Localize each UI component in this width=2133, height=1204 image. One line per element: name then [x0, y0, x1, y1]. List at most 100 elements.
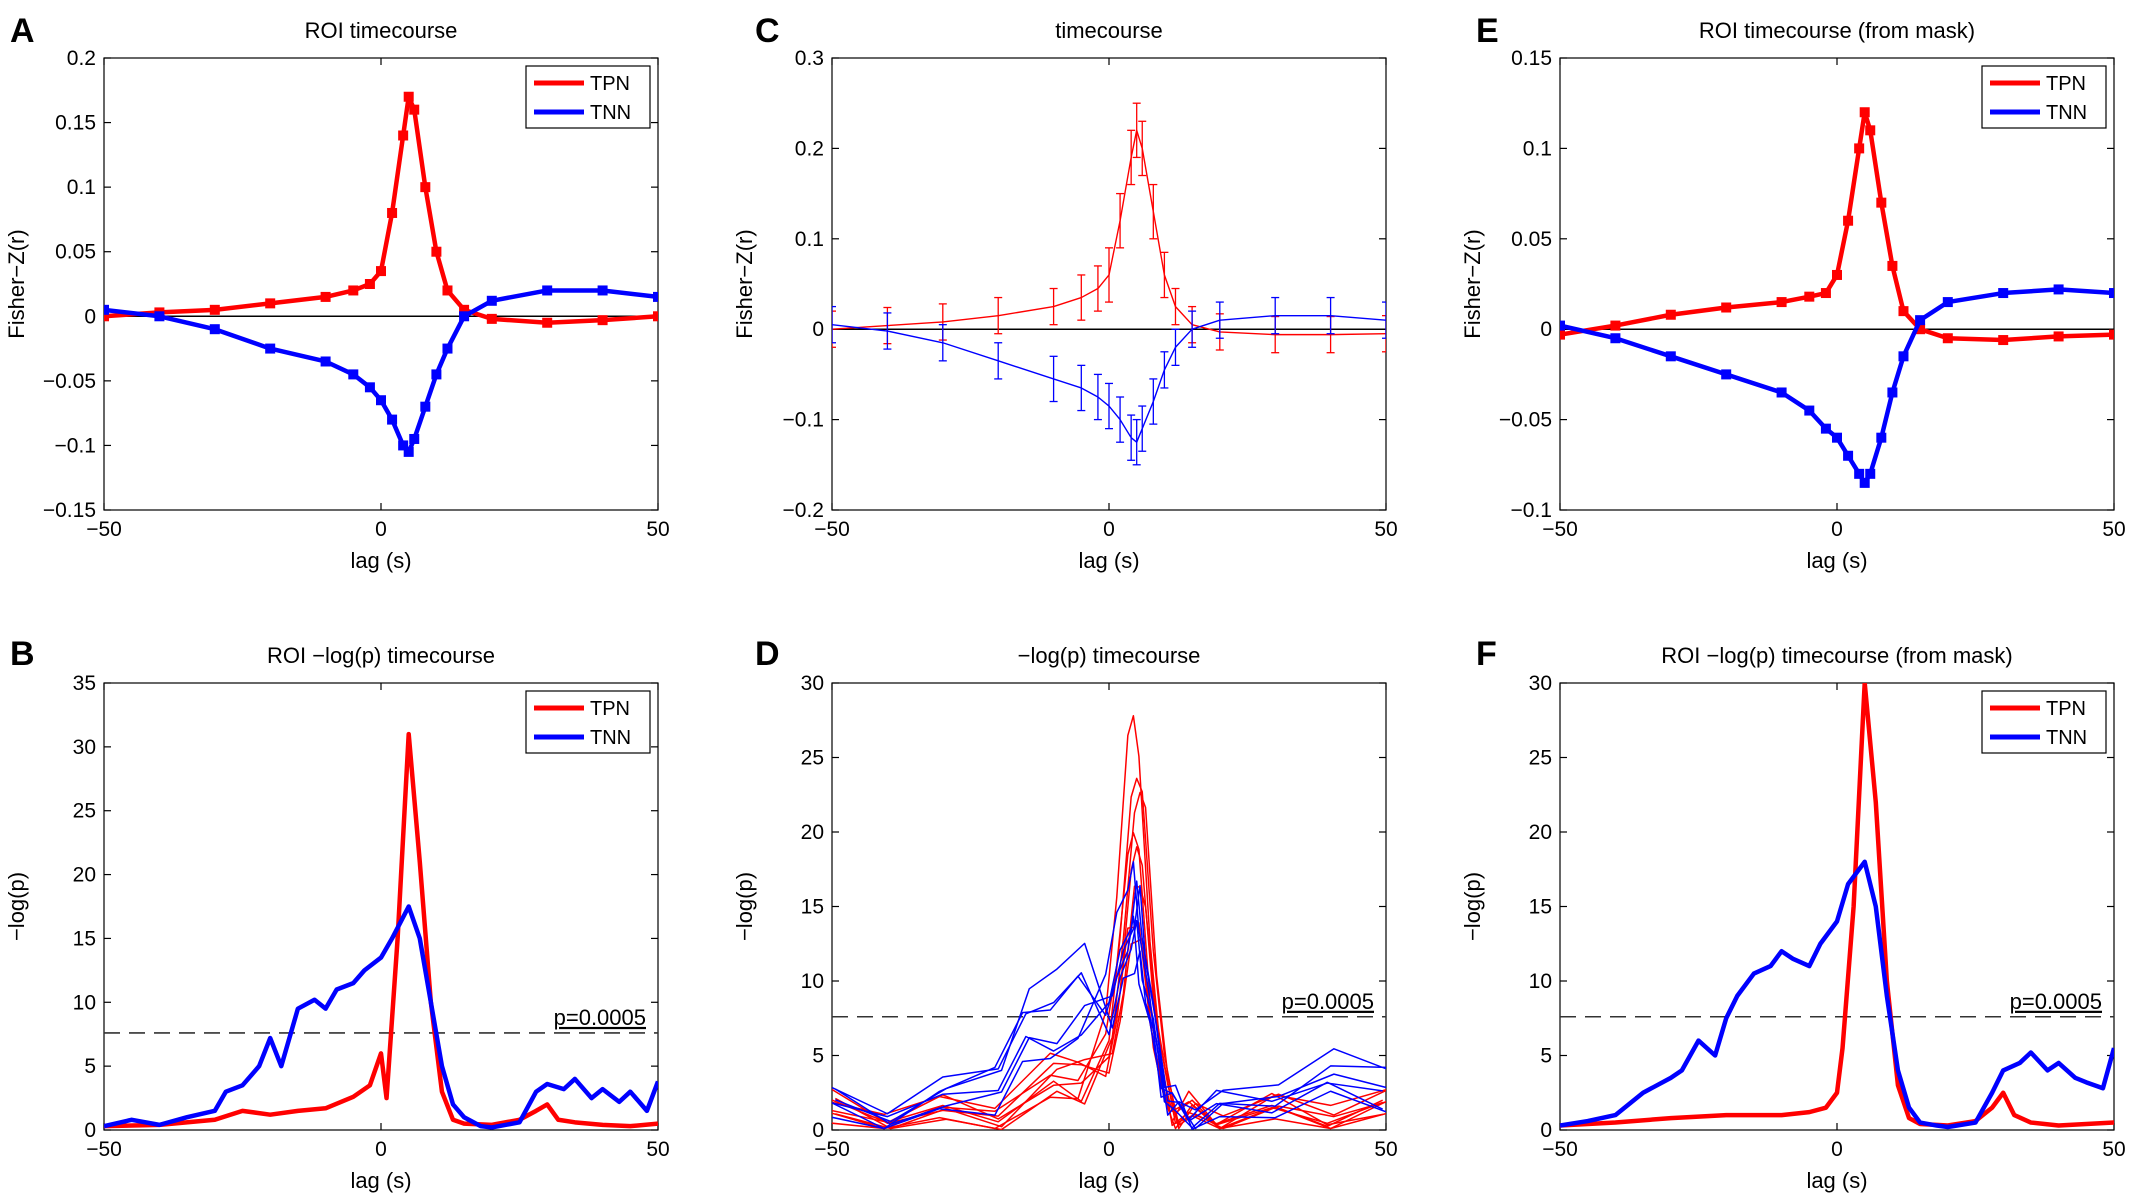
- x-tick-label: −50: [814, 1138, 850, 1161]
- data-point-tpn: [398, 130, 409, 141]
- panel-b: B ROI −log(p) timecourse−50 0 5005101520253…: [4, 635, 670, 1193]
- x-tick-label: −50: [86, 518, 122, 541]
- panel-e: E ROI timecourse (from mask) −50 0 50 −0.1 −0.…: [1460, 12, 2126, 573]
- data-point-tnn: [542, 285, 553, 296]
- y-tick-label: −0.05: [1499, 409, 1552, 432]
- y-tick-label: −0.1: [783, 409, 824, 432]
- y-tick-label: 0.2: [795, 137, 824, 160]
- threshold-label: p=0.0005: [2010, 989, 2102, 1014]
- data-point-tpn: [431, 246, 442, 257]
- x-tick-label: −50: [86, 1138, 122, 1161]
- data-point-tnn: [398, 440, 409, 451]
- panel-title: −log(p) timecourse: [1018, 643, 1201, 668]
- data-point-tnn: [265, 343, 276, 354]
- x-tick-label: 50: [646, 1138, 669, 1161]
- data-point-tnn: [486, 295, 497, 306]
- y-tick-label: 0.15: [1511, 47, 1552, 70]
- data-point-tnn: [387, 414, 398, 425]
- legend-label-tnn: TNN: [590, 727, 631, 749]
- y-tick-label: 5: [812, 1045, 824, 1068]
- data-point-tpn: [1610, 320, 1621, 331]
- data-point-tpn: [1876, 197, 1887, 208]
- x-axis-label: lag (s): [350, 1168, 411, 1193]
- series-line-tpn: [832, 922, 1383, 1126]
- x-tick-label: 0: [375, 1138, 387, 1161]
- data-point-tpn: [459, 304, 470, 315]
- data-point-tnn: [653, 291, 658, 302]
- data-point-tnn: [209, 324, 220, 335]
- data-point-tnn: [1820, 423, 1831, 434]
- x-tick-label: −50: [1542, 1138, 1578, 1161]
- plot-area: [832, 102, 1386, 466]
- threshold-label: p=0.0005: [1282, 989, 1374, 1014]
- data-point-tpn: [1832, 269, 1842, 280]
- data-point-tpn: [597, 315, 608, 326]
- data-point-tpn: [409, 104, 420, 115]
- y-tick-label: 0: [812, 318, 824, 341]
- data-point-tpn: [1998, 335, 2009, 346]
- data-point-tpn: [653, 311, 658, 322]
- data-point-tpn: [1776, 297, 1787, 308]
- data-point-tnn: [364, 382, 375, 393]
- data-point-tnn: [403, 446, 414, 457]
- y-tick-label: 0.2: [67, 47, 96, 70]
- data-point-tnn: [420, 401, 431, 412]
- y-axis-label: −log(p): [4, 872, 29, 941]
- legend-label-tnn: TNN: [2046, 102, 2087, 124]
- y-tick-label: 0: [84, 305, 96, 328]
- data-point-tnn: [431, 369, 442, 380]
- panel-a: A ROI timecourse −50 0 50 −0.15 −0.1 −0.05 0 0.05…: [4, 12, 670, 573]
- legend-label-tnn: TNN: [590, 102, 631, 124]
- y-axis-label: −log(p): [732, 872, 757, 941]
- data-point-tpn: [1854, 143, 1865, 154]
- series-line-tpn: [104, 731, 658, 1129]
- y-tick-label: 0.05: [55, 241, 96, 264]
- series-line-tnn: [832, 880, 1386, 1130]
- data-point-tpn: [376, 266, 386, 277]
- series-line-tnn: [832, 915, 1383, 1130]
- data-point-tpn: [2053, 331, 2064, 342]
- y-tick-label: 0: [1540, 1119, 1552, 1142]
- data-point-tpn: [1942, 333, 1953, 344]
- panel-letter: F: [1476, 635, 1497, 673]
- y-tick-label: 30: [801, 672, 824, 695]
- data-point-tnn: [154, 311, 165, 322]
- panel-letter: E: [1476, 12, 1499, 50]
- data-point-tnn: [409, 433, 420, 444]
- data-point-tnn: [442, 343, 453, 354]
- data-point-tnn: [320, 356, 331, 367]
- data-point-tnn: [1665, 351, 1676, 362]
- legend-label-tpn: TPN: [590, 73, 630, 95]
- y-tick-label: 5: [1540, 1045, 1552, 1068]
- y-tick-label: 0: [812, 1119, 824, 1142]
- x-axis-label: lag (s): [1078, 1168, 1139, 1193]
- y-tick-label: 0: [1540, 318, 1552, 341]
- legend: TPN TNN: [525, 65, 651, 129]
- legend-box: [525, 690, 651, 754]
- data-point-tnn: [1721, 369, 1732, 380]
- legend: TPN TNN: [525, 690, 651, 754]
- plot-area: [1560, 683, 2114, 1130]
- data-point-tpn: [364, 279, 375, 289]
- data-point-tnn: [2053, 284, 2064, 295]
- series-line-tpn: [834, 791, 1386, 1130]
- data-point-tpn: [265, 298, 276, 309]
- data-point-tpn: [1560, 329, 1565, 340]
- plot-area: [1560, 107, 2114, 488]
- data-point-tpn: [1721, 302, 1732, 313]
- y-tick-label: 10: [1529, 970, 1552, 993]
- data-point-tpn: [1915, 324, 1926, 335]
- data-point-tnn: [348, 369, 359, 380]
- x-tick-label: 50: [1374, 518, 1397, 541]
- panel-title: ROI −log(p) timecourse (from mask): [1661, 643, 2012, 668]
- data-point-tnn: [2109, 288, 2114, 299]
- series-line-tnn: [834, 884, 1386, 1130]
- data-point-tpn: [104, 311, 109, 322]
- y-axis-label: −log(p): [1460, 872, 1485, 941]
- legend-label-tpn: TPN: [590, 698, 630, 720]
- data-point-tpn: [486, 313, 497, 324]
- panel-title: ROI timecourse (from mask): [1699, 18, 1975, 43]
- series-line-tnn: [832, 314, 1386, 443]
- y-tick-label: 25: [801, 747, 824, 770]
